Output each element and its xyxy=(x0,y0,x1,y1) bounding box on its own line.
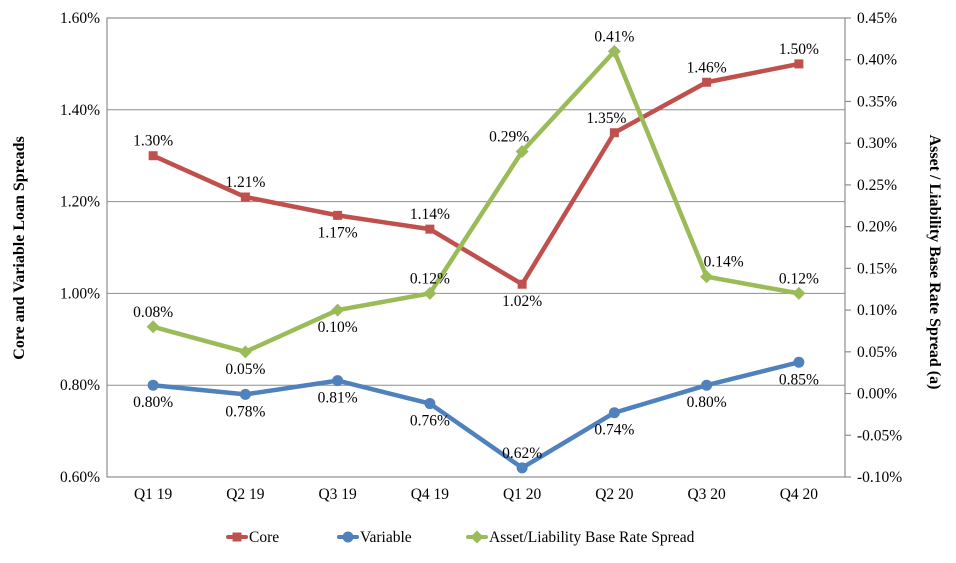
asset-liability-base-rate-spread-data-label: 0.29% xyxy=(489,129,529,146)
variable-point-marker xyxy=(516,462,528,474)
core-data-label: 1.17% xyxy=(318,224,358,241)
core-point-marker xyxy=(517,279,527,289)
legend-variable-marker xyxy=(342,531,354,543)
core-point-marker xyxy=(148,151,158,161)
asset-liability-base-rate-spread-data-label: 0.08% xyxy=(133,304,173,321)
variable-data-label: 0.81% xyxy=(318,390,358,407)
right-axis-tick-label: 0.45% xyxy=(857,10,897,27)
right-axis-tick-label: 0.00% xyxy=(857,386,897,403)
right-axis-tick-label: 0.30% xyxy=(857,135,897,152)
variable-data-label: 0.80% xyxy=(687,394,727,411)
right-axis-tick-label: 0.25% xyxy=(857,177,897,194)
x-axis-tick-label: Q3 20 xyxy=(687,486,726,503)
legend-item-variable-label: Variable xyxy=(360,529,412,546)
variable-point-marker xyxy=(793,356,805,368)
core-point-marker xyxy=(609,128,619,138)
legend-item-core-label: Core xyxy=(249,529,279,546)
variable-point-marker xyxy=(701,379,713,391)
left-axis-title: Core and Variable Loan Spreads xyxy=(11,136,28,359)
left-axis-tick-label: 1.00% xyxy=(60,285,100,302)
asset-liability-base-rate-spread-point-marker xyxy=(423,286,437,300)
core-point-marker xyxy=(702,77,712,87)
right-axis-tick-label: 0.15% xyxy=(857,260,897,277)
core-data-label: 1.02% xyxy=(502,293,542,310)
core-data-label: 1.21% xyxy=(225,174,265,191)
variable-data-label: 0.62% xyxy=(502,445,542,462)
asset-liability-base-rate-spread-point-marker xyxy=(331,303,345,317)
left-axis-tick-label: 0.60% xyxy=(60,469,100,486)
core-point-marker xyxy=(794,59,804,69)
core-data-label: 1.50% xyxy=(779,41,819,58)
variable-point-marker xyxy=(332,375,344,387)
core-point-marker xyxy=(425,224,435,234)
variable-point-marker xyxy=(608,407,620,419)
left-axis-tick-label: 1.40% xyxy=(60,102,100,119)
asset-liability-base-rate-spread-point-marker xyxy=(515,145,529,159)
variable-point-marker xyxy=(147,379,159,391)
asset-liability-base-rate-spread-point-marker xyxy=(607,44,621,58)
right-axis-tick-label: 0.05% xyxy=(857,344,897,361)
left-axis-tick-label: 1.60% xyxy=(60,10,100,27)
core-line xyxy=(150,61,802,287)
variable-line xyxy=(150,360,802,471)
asset-liability-base-rate-spread-point-marker xyxy=(146,320,160,334)
asset-liability-base-rate-spread-point-marker xyxy=(792,286,806,300)
variable-point-marker xyxy=(239,388,251,400)
asset-liability-base-rate-spread-point-marker xyxy=(238,345,252,359)
x-axis-tick-label: Q2 19 xyxy=(226,486,265,503)
asset-liability-base-rate-spread-data-label: 0.12% xyxy=(410,270,450,287)
core-data-label: 1.14% xyxy=(410,206,450,223)
core-data-label: 1.30% xyxy=(133,133,173,150)
right-axis-tick-label: -0.10% xyxy=(857,469,902,486)
x-axis-tick-label: Q1 20 xyxy=(503,486,542,503)
right-axis-tick-label: 0.35% xyxy=(857,93,897,110)
legend-item-asset-liability-base-rate-spread-label: Asset/Liability Base Rate Spread xyxy=(489,529,695,546)
asset-liability-base-rate-spread-data-label: 0.41% xyxy=(594,28,634,45)
right-axis-title: Asset / Liability Base Rate Spread (a) xyxy=(926,135,943,390)
core-data-label: 1.35% xyxy=(586,110,626,127)
left-axis-tick-label: 0.80% xyxy=(60,377,100,394)
legend-core-marker xyxy=(232,532,242,542)
core-point-marker xyxy=(333,210,343,220)
x-axis-tick-label: Q2 20 xyxy=(595,486,634,503)
core-data-label: 1.46% xyxy=(687,59,727,76)
variable-data-label: 0.74% xyxy=(594,422,634,439)
left-axis-tick-label: 1.20% xyxy=(60,194,100,211)
x-axis-tick-label: Q4 19 xyxy=(411,486,450,503)
asset-liability-base-rate-spread-data-label: 0.12% xyxy=(779,270,819,287)
asset-liability-base-rate-spread-data-label: 0.10% xyxy=(318,319,358,336)
core-point-marker xyxy=(240,192,250,202)
asset-liability-base-rate-spread-point-marker xyxy=(700,270,714,284)
variable-data-label: 0.80% xyxy=(133,394,173,411)
asset-liability-base-rate-spread-data-label: 0.14% xyxy=(704,254,744,271)
legend-asset-liability-base-rate-spread-marker xyxy=(470,530,484,544)
x-axis-tick-label: Q3 19 xyxy=(318,486,357,503)
x-axis-tick-label: Q1 19 xyxy=(134,486,173,503)
right-axis-tick-label: -0.05% xyxy=(857,427,902,444)
plot-border xyxy=(106,17,846,478)
variable-data-label: 0.76% xyxy=(410,413,450,430)
x-axis-tick-label: Q4 20 xyxy=(780,486,819,503)
variable-data-label: 0.85% xyxy=(779,371,819,388)
asset-liability-base-rate-spread-line xyxy=(150,49,802,355)
right-axis-tick-label: 0.10% xyxy=(857,302,897,319)
asset-liability-base-rate-spread-data-label: 0.05% xyxy=(225,361,265,378)
variable-data-label: 0.78% xyxy=(225,403,265,420)
right-axis-tick-label: 0.20% xyxy=(857,219,897,236)
variable-point-marker xyxy=(424,398,436,410)
right-axis-tick-label: 0.40% xyxy=(857,52,897,69)
